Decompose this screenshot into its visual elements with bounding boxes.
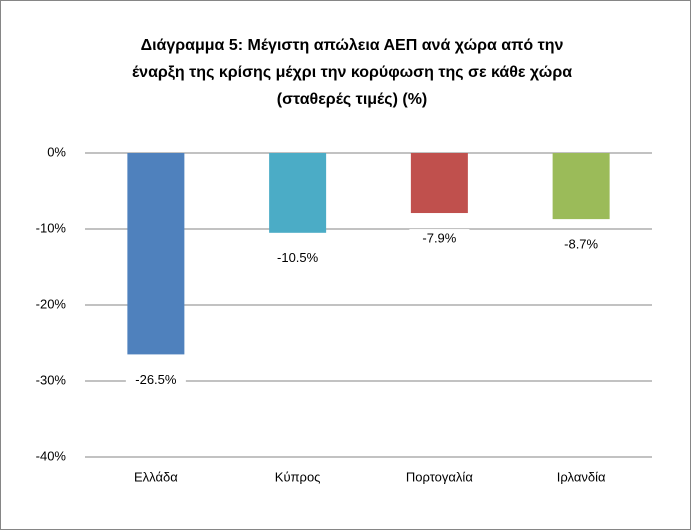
x-tick-label: Πορτογαλία <box>406 469 473 484</box>
value-label-bg <box>125 370 186 391</box>
value-label-bg <box>551 235 612 256</box>
chart-title: έναρξη της κρίσης μέχρι την κορύφωση της… <box>132 64 572 81</box>
x-tick-label: Ελλάδα <box>134 469 178 484</box>
x-tick-label: Κύπρος <box>275 469 321 484</box>
value-label-bg <box>267 248 328 269</box>
value-label: -8.7% <box>564 237 598 252</box>
y-tick-label: 0% <box>47 144 66 159</box>
bar <box>127 153 185 355</box>
x-tick-label: Ιρλανδία <box>557 469 606 484</box>
value-label: -10.5% <box>277 250 319 265</box>
bar <box>410 153 468 214</box>
value-label-bg <box>409 229 470 250</box>
y-tick-label: -30% <box>36 372 67 387</box>
y-tick-label: -10% <box>36 220 67 235</box>
chart-title: Διάγραμμα 5: Μέγιστη απώλεια ΑΕΠ ανά χώρ… <box>141 37 564 54</box>
value-label: -7.9% <box>422 230 456 245</box>
y-tick-label: -40% <box>36 448 67 463</box>
value-label: -26.5% <box>135 372 177 387</box>
bar <box>269 153 327 233</box>
chart-title: (σταθερές τιμές) (%) <box>277 91 428 108</box>
bar <box>552 153 610 220</box>
y-tick-label: -20% <box>36 296 67 311</box>
